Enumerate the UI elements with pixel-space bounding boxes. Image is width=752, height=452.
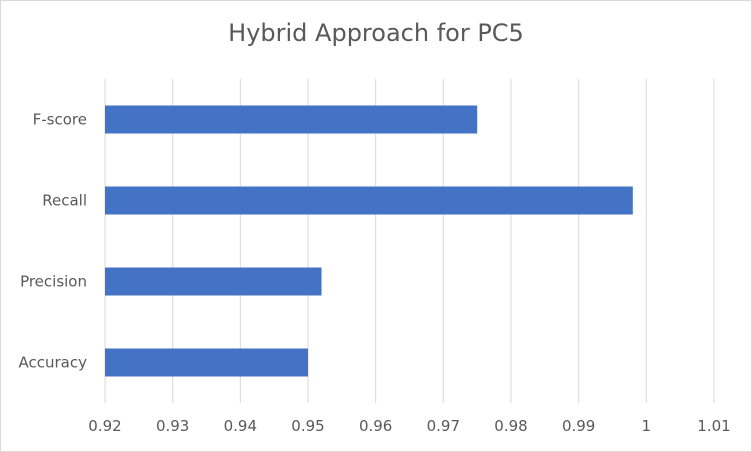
x-tick-label: 0.95 [291,417,324,435]
x-tick-label: 0.94 [224,417,257,435]
bar-precision [105,267,322,296]
bar-recall [105,186,633,215]
x-tick-label: 0.98 [494,417,527,435]
chart-title: Hybrid Approach for PC5 [228,19,524,47]
x-tick-label: 0.92 [88,417,121,435]
bar-accuracy [105,348,308,377]
bar-f-score [105,105,478,134]
x-tick-label: 0.99 [562,417,595,435]
y-category-label: Recall [42,192,87,210]
x-tick-label: 0.97 [427,417,460,435]
x-tick-label: 0.93 [156,417,189,435]
x-tick-label: 0.96 [359,417,392,435]
y-category-label: Accuracy [19,354,88,372]
y-category-label: Precision [20,273,87,291]
bars [105,105,633,377]
x-axis-tick-labels: 0.92 0.93 0.94 0.95 0.96 0.97 0.98 0.99 1 1.01 [88,417,730,435]
y-category-label: F-score [33,111,87,129]
x-tick-label: 1.01 [697,417,730,435]
x-tick-label: 1 [642,417,652,435]
y-axis-category-labels: Accuracy Precision Recall F-score [19,111,88,372]
